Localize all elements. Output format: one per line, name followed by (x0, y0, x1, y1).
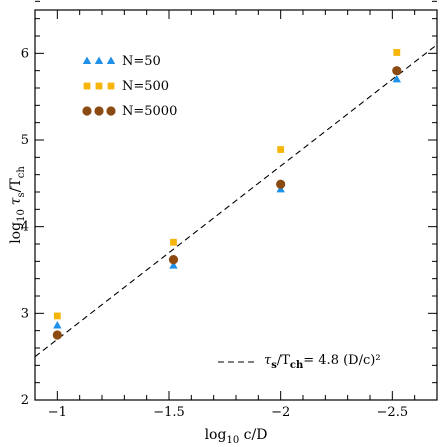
data-point-circle (276, 179, 286, 189)
legend-marker-square (107, 82, 115, 90)
x-tick-label: −2 (271, 405, 290, 420)
fit-label-equation: = 4.8 (D/c)² (303, 353, 380, 368)
y-axis-label-t-sub: ch (16, 166, 27, 179)
fit-label-tau: τ (264, 353, 272, 368)
x-axis-label-main: log (205, 427, 227, 443)
y-tick-label: 2 (21, 393, 29, 408)
data-point-square (53, 312, 61, 320)
legend-label: N=5000 (122, 104, 177, 119)
y-axis-label-sub: 10 (16, 209, 27, 222)
fit-label-t-sub: ch (290, 360, 304, 371)
y-axis-label-slash: /T (8, 178, 24, 193)
y-tick-label: 3 (21, 306, 29, 321)
data-point-triangle (392, 74, 401, 83)
x-axis-label: log10 c/D (205, 427, 268, 446)
data-point-circle (52, 330, 62, 340)
x-tick-label: −2.5 (377, 405, 409, 420)
y-axis-label: log10 τs/Tch (8, 166, 27, 244)
legend-marker-circle (94, 106, 104, 116)
data-point-square (393, 49, 401, 56)
y-tick-label: 6 (21, 46, 29, 61)
data-point-triangle (169, 261, 178, 269)
y-tick-label: 5 (21, 133, 29, 148)
legend-marker-circle (106, 106, 116, 116)
legend-label: N=50 (122, 54, 161, 69)
legend-marker-square (95, 82, 103, 90)
data-points-layer (52, 49, 402, 340)
legend: N=50 N=500 N=5000 (82, 54, 256, 363)
legend-marker-square (83, 82, 91, 90)
fit-line-layer (34, 44, 438, 358)
plot-frame (34, 9, 438, 401)
data-point-triangle (53, 320, 62, 329)
fit-label-tau-sub: s (271, 360, 277, 371)
x-axis-label-rest: c/D (239, 427, 267, 443)
legend-marker-circle (82, 106, 92, 116)
legend-marker-triangle (82, 56, 92, 64)
fit-line (34, 44, 438, 358)
data-point-circle (168, 255, 179, 265)
y-axis-label-main: log (8, 222, 24, 244)
data-point-circle (392, 66, 402, 76)
x-tick-label: −1.5 (153, 405, 185, 420)
x-axis-label-sub: 10 (226, 435, 239, 446)
legend-marker-triangle (106, 56, 116, 64)
y-axis-label-tau-sub: s (16, 192, 27, 197)
legend-marker-triangle (94, 56, 104, 64)
fit-label-slash: /T (277, 353, 290, 368)
y-axis-label-tau: τ (8, 197, 24, 205)
legend-label: N=500 (122, 79, 169, 94)
fit-line-label: τs/Tch= 4.8 (D/c)² (264, 353, 381, 371)
data-point-square (277, 146, 285, 153)
y-tick-label: 4 (21, 220, 29, 235)
data-point-square (170, 238, 177, 246)
ticks-layer: −1 −1.5 −2 −2.5 2 3 4 5 6 (21, 0, 438, 420)
x-tick-label: −1 (48, 405, 67, 420)
